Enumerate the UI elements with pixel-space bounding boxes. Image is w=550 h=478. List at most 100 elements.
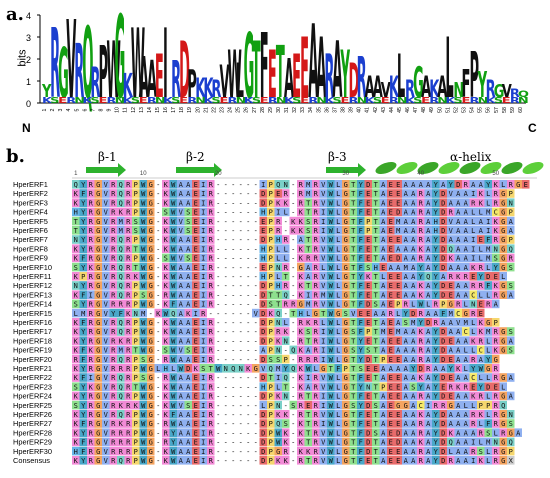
- residue-letter: D: [441, 255, 445, 263]
- residue-letter: Y: [434, 420, 439, 428]
- sequence-name: HperERF10: [13, 263, 52, 272]
- residue-cell: [162, 189, 170, 198]
- residue-letter: E: [194, 291, 198, 299]
- residue-letter: R: [314, 255, 319, 263]
- residue-letter: E: [194, 273, 198, 281]
- residue-cell: [162, 318, 170, 327]
- residue-cell: [102, 198, 110, 207]
- residue-cell: [469, 290, 477, 299]
- residue-letter: K: [74, 273, 79, 281]
- residue-letter: A: [411, 291, 416, 299]
- residue-cell: [207, 410, 215, 419]
- residue-letter: L: [336, 209, 340, 217]
- residue-cell: [132, 336, 140, 345]
- residue-cell: [417, 364, 425, 373]
- residue-cell: [334, 364, 342, 373]
- residue-letter: R: [314, 356, 319, 364]
- residue-cell: [274, 327, 282, 336]
- residue-letter: W: [329, 420, 334, 428]
- residue-letter: -: [156, 328, 160, 336]
- residue-letter: A: [179, 282, 184, 290]
- residue-letter: W: [141, 420, 146, 428]
- residue-letter: -: [239, 227, 243, 235]
- residue-cell: [462, 235, 470, 244]
- residue-letter: -: [291, 328, 295, 336]
- residue-cell: [409, 364, 417, 373]
- residue-cell: [484, 189, 492, 198]
- residue-letter: R: [89, 328, 94, 336]
- residue-letter: A: [464, 337, 469, 345]
- residue-cell: [102, 428, 110, 437]
- residue-cell: [462, 253, 470, 263]
- logo-minor-letter: N: [115, 96, 126, 106]
- residue-letter: -: [291, 429, 295, 437]
- residue-letter: M: [396, 328, 400, 336]
- residue-letter: Q: [426, 273, 430, 281]
- residue-cell: [447, 391, 455, 401]
- residue-letter: -: [246, 411, 250, 419]
- residue-letter: A: [179, 199, 184, 207]
- residue-cell: [402, 198, 410, 207]
- residue-letter: R: [494, 402, 499, 410]
- residue-letter: G: [149, 245, 153, 253]
- residue-letter: R: [494, 199, 499, 207]
- residue-letter: R: [419, 190, 424, 198]
- residue-cell: [409, 226, 417, 235]
- residue-cell: [462, 262, 470, 272]
- residue-letter: R: [314, 328, 319, 336]
- residue-letter: W: [171, 393, 176, 401]
- residue-letter: K: [306, 319, 311, 327]
- residue-cell: [334, 216, 342, 226]
- residue-cell: [319, 336, 327, 345]
- residue-letter: R: [209, 439, 214, 447]
- residue-letter: F: [359, 218, 363, 226]
- residue-letter: L: [486, 448, 490, 456]
- residue-letter: F: [486, 420, 490, 428]
- residue-letter: A: [186, 264, 191, 272]
- residue-cell: [87, 437, 95, 447]
- residue-cell: [462, 189, 470, 198]
- residue-letter: A: [381, 181, 386, 189]
- residue-cell: [109, 327, 117, 336]
- residue-cell: [139, 262, 147, 272]
- residue-cell: [424, 446, 432, 456]
- residue-letter: A: [449, 264, 454, 272]
- residue-letter: T: [374, 319, 379, 327]
- residue-letter: -: [239, 383, 243, 391]
- residue-letter: A: [186, 199, 191, 207]
- residue-cell: [492, 262, 500, 272]
- residue-letter: Q: [291, 347, 295, 355]
- residue-letter: -: [246, 190, 250, 198]
- residue-letter: G: [96, 319, 100, 327]
- residue-letter: F: [336, 365, 340, 373]
- residue-letter: L: [501, 273, 505, 281]
- residue-letter: M: [141, 310, 145, 318]
- residue-letter: P: [269, 319, 273, 327]
- residue-cell: [327, 327, 335, 336]
- residue-cell: [409, 456, 417, 465]
- residue-letter: W: [141, 218, 146, 226]
- residue-cell: [274, 244, 282, 253]
- residue-letter: E: [366, 190, 370, 198]
- residue-cell: [87, 226, 95, 235]
- residue-letter: V: [179, 402, 184, 410]
- residue-cell: [394, 308, 402, 318]
- residue-cell: [117, 290, 125, 299]
- residue-cell: [282, 281, 290, 290]
- residue-letter: E: [389, 337, 393, 345]
- residue-cell: [259, 180, 267, 189]
- logo-minor-letter: E: [502, 96, 511, 106]
- residue-cell: [102, 226, 110, 235]
- residue-letter: Y: [449, 365, 454, 373]
- residue-cell: [259, 198, 267, 207]
- residue-cell: [364, 345, 372, 355]
- residue-letter: W: [276, 429, 281, 437]
- residue-cell: [334, 189, 342, 198]
- residue-cell: [282, 446, 290, 456]
- residue-letter: W: [329, 411, 334, 419]
- residue-letter: W: [141, 319, 146, 327]
- residue-cell: [139, 336, 147, 345]
- residue-cell: [147, 410, 155, 419]
- residue-cell: [102, 180, 110, 189]
- residue-cell: [162, 235, 170, 244]
